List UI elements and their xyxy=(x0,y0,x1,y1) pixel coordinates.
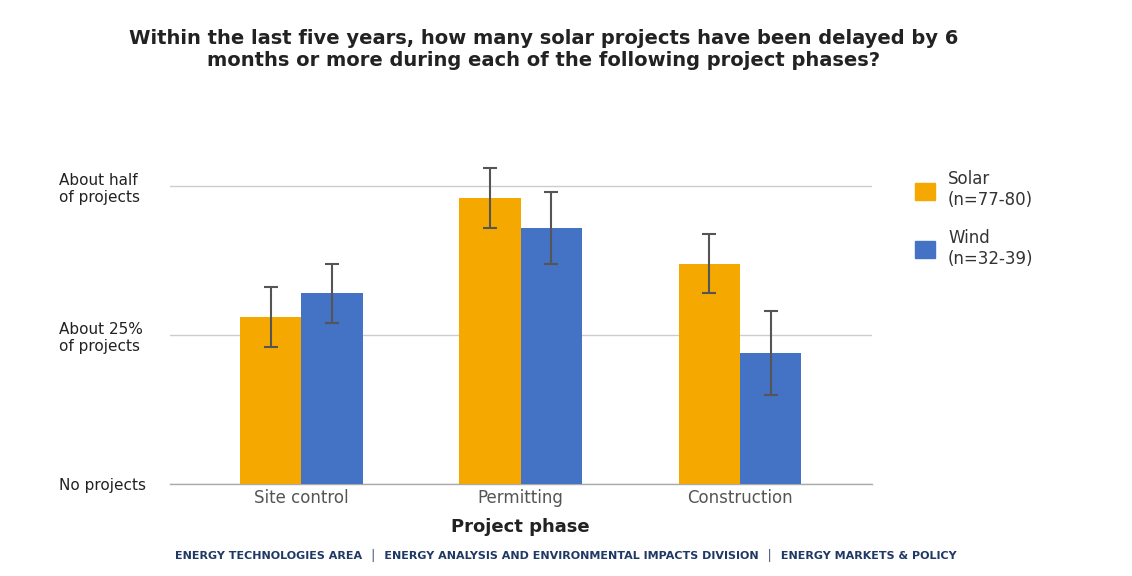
X-axis label: Project phase: Project phase xyxy=(452,518,590,536)
Bar xyxy=(679,264,740,484)
Bar xyxy=(240,317,301,484)
Bar xyxy=(301,293,362,484)
Text: ENERGY TECHNOLOGIES AREA  │  ENERGY ANALYSIS AND ENVIRONMENTAL IMPACTS DIVISION : ENERGY TECHNOLOGIES AREA │ ENERGY ANALYS… xyxy=(175,548,957,562)
Bar xyxy=(740,353,801,484)
Text: Within the last five years, how many solar projects have been delayed by 6
month: Within the last five years, how many sol… xyxy=(129,29,958,70)
Legend: Solar
(n=77-80), Wind
(n=32-39): Solar (n=77-80), Wind (n=32-39) xyxy=(908,164,1040,275)
Bar xyxy=(460,198,521,484)
Bar xyxy=(521,228,582,484)
